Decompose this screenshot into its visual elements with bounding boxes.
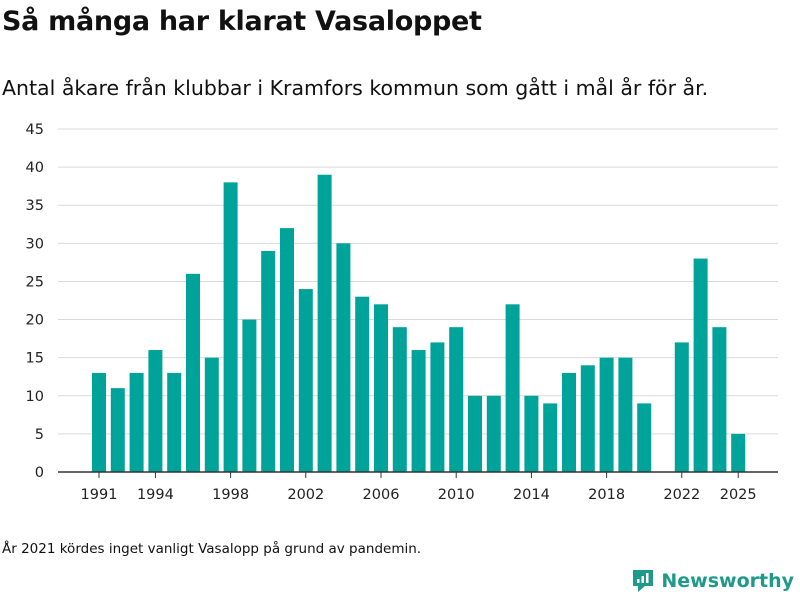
bar (449, 327, 464, 472)
bar (524, 395, 539, 472)
x-tick-label: 1994 (137, 487, 174, 503)
y-tick-label: 35 (26, 198, 44, 214)
bar (618, 357, 633, 472)
x-tick-label: 2022 (663, 487, 700, 503)
y-tick-label: 10 (26, 389, 44, 405)
brand: Newsworthy (631, 568, 794, 594)
bar (486, 395, 501, 472)
bar (637, 403, 652, 472)
y-tick-label: 0 (35, 465, 44, 481)
bar (430, 342, 445, 472)
x-tick-label: 2010 (438, 487, 475, 503)
x-tick-label: 1998 (212, 487, 249, 503)
bar (129, 372, 144, 472)
bar (392, 327, 407, 472)
chart-title: Så många har klarat Vasaloppet (2, 6, 482, 37)
brand-name: Newsworthy (661, 570, 794, 592)
x-tick-label: 1991 (81, 487, 118, 503)
x-tick-label: 2025 (720, 487, 757, 503)
y-tick-label: 30 (26, 236, 44, 252)
bar (374, 304, 388, 472)
y-tick-label: 5 (35, 427, 44, 443)
bar (693, 258, 708, 472)
bar (92, 372, 106, 472)
bar (599, 357, 614, 472)
y-tick-label: 45 (26, 122, 44, 138)
bar (336, 243, 351, 472)
bar (298, 289, 313, 472)
bar (562, 372, 576, 472)
bar (674, 342, 689, 472)
bar (712, 327, 727, 472)
bar (186, 273, 200, 472)
bar (317, 174, 332, 472)
y-tick-label: 40 (26, 160, 44, 176)
y-tick-label: 20 (26, 313, 44, 329)
bar (731, 433, 746, 472)
bar (204, 357, 219, 472)
x-tick-label: 2002 (287, 487, 324, 503)
bar (242, 319, 257, 472)
bar (261, 250, 276, 472)
bar (148, 350, 163, 472)
bar (167, 372, 182, 472)
bar (580, 365, 595, 472)
bar (411, 350, 426, 472)
bar (355, 296, 370, 472)
chart-subtitle: Antal åkare från klubbar i Kramfors komm… (2, 76, 709, 100)
bar (543, 403, 558, 472)
footnote: År 2021 kördes inget vanligt Vasalopp på… (2, 541, 422, 557)
x-tick-label: 2014 (513, 487, 550, 503)
y-tick-label: 15 (26, 351, 44, 367)
newsworthy-logo-icon (633, 570, 654, 592)
bar (223, 182, 238, 472)
bar (468, 395, 482, 472)
x-tick-label: 2018 (588, 487, 625, 503)
bar (280, 228, 294, 472)
x-tick-label: 2006 (363, 487, 400, 503)
bar (505, 304, 520, 472)
y-tick-label: 25 (26, 274, 44, 290)
bar (110, 388, 125, 472)
